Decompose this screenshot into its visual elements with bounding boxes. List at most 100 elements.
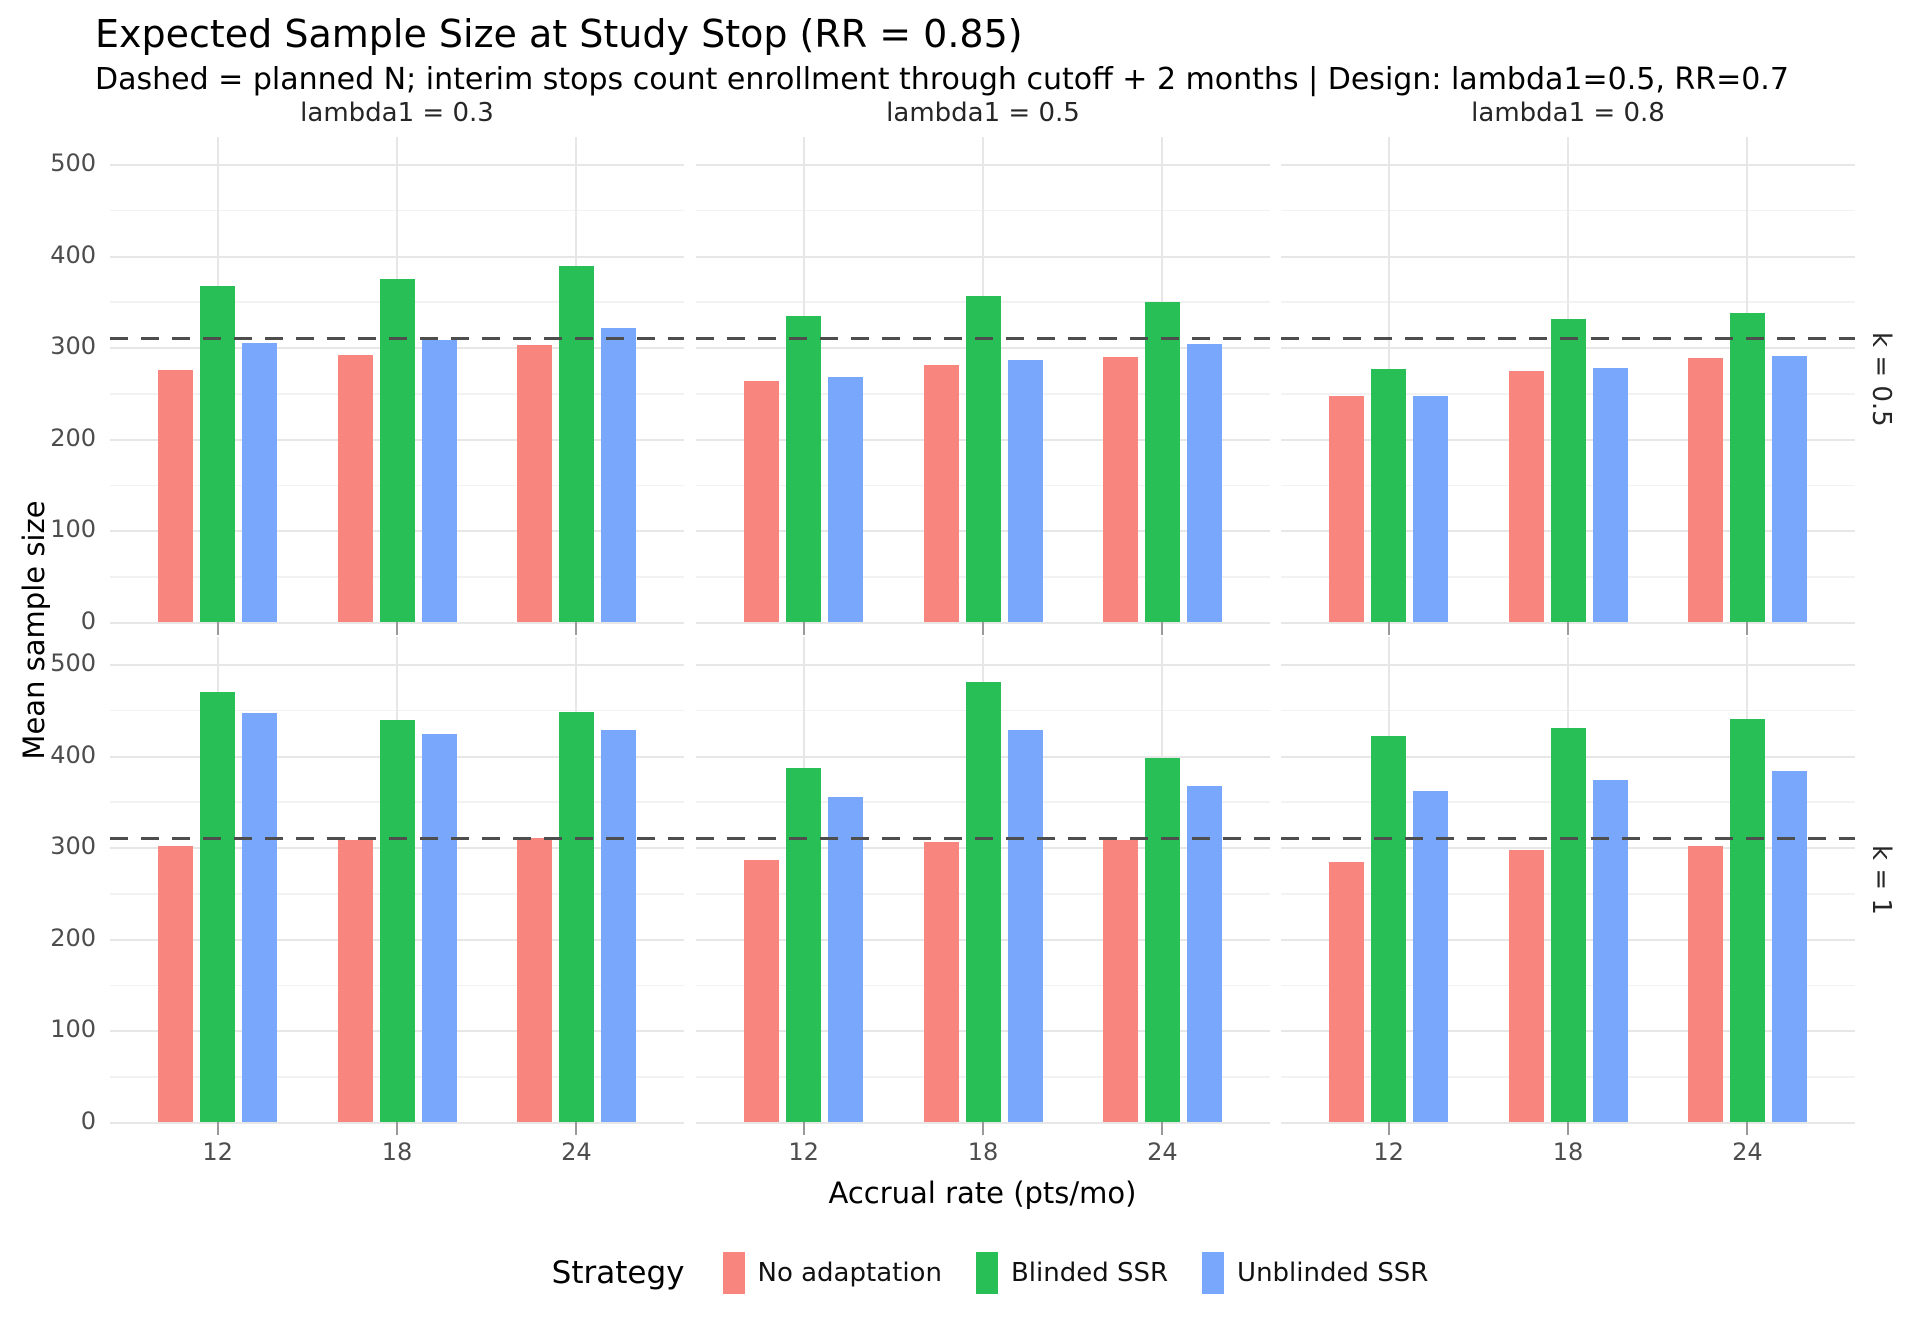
- y-tick-label: 400: [50, 240, 96, 269]
- legend-swatch-icon: [1202, 1252, 1225, 1294]
- bar-unblinded-ssr: [1592, 780, 1628, 1122]
- facet-col-label: lambda1 = 0.8: [1471, 98, 1665, 128]
- chart-subtitle: Dashed = planned N; interim stops count …: [95, 62, 1789, 97]
- x-tick-label: 18: [1552, 1138, 1584, 1166]
- bar-blinded-ssr: [786, 316, 822, 622]
- bar-no-adaptation: [1508, 371, 1544, 622]
- bar-unblinded-ssr: [242, 342, 278, 622]
- x-tick-mark: [216, 622, 219, 635]
- y-tick-label: 400: [50, 740, 96, 769]
- x-tick-mark: [982, 1122, 984, 1135]
- bar-blinded-ssr: [1550, 728, 1586, 1122]
- bar-no-adaptation: [1329, 861, 1365, 1122]
- bar-no-adaptation: [337, 355, 373, 622]
- bar-blinded-ssr: [200, 692, 236, 1122]
- x-tick-mark: [575, 622, 578, 635]
- y-tick-label: 300: [50, 332, 96, 361]
- bar-blinded-ssr: [1729, 718, 1765, 1122]
- planned-n-dashed-line: [110, 837, 684, 841]
- bar-unblinded-ssr: [1771, 771, 1807, 1122]
- x-tick-mark: [802, 622, 805, 635]
- x-tick-mark: [396, 622, 398, 635]
- x-tick-label: 18: [381, 1138, 413, 1166]
- bar-no-adaptation: [337, 839, 373, 1122]
- bar-unblinded-ssr: [1592, 368, 1628, 622]
- bar-unblinded-ssr: [1007, 729, 1043, 1122]
- bar-unblinded-ssr: [1007, 360, 1043, 622]
- facet-panel: [1281, 637, 1855, 1135]
- x-tick-mark: [1746, 622, 1749, 635]
- legend-label: Unblinded SSR: [1237, 1258, 1429, 1288]
- y-tick-label: 100: [50, 515, 96, 544]
- bar-blinded-ssr: [1371, 369, 1407, 622]
- x-tick-label: 18: [967, 1138, 999, 1166]
- x-tick-label: 12: [202, 1138, 233, 1166]
- x-tick-label: 24: [1732, 1138, 1763, 1166]
- bar-no-adaptation: [158, 846, 194, 1122]
- y-axis-title: Mean sample size: [17, 500, 51, 760]
- bar-blinded-ssr: [965, 682, 1001, 1122]
- bar-blinded-ssr: [1144, 758, 1180, 1122]
- facet-panel: [696, 137, 1270, 635]
- y-tick-label: 200: [50, 923, 96, 952]
- bar-unblinded-ssr: [1413, 791, 1449, 1122]
- y-tick-label: 200: [50, 423, 96, 452]
- bar-no-adaptation: [923, 364, 959, 622]
- legend-item: Unblinded SSR: [1202, 1252, 1428, 1294]
- bar-no-adaptation: [158, 370, 194, 622]
- bar-unblinded-ssr: [828, 376, 864, 622]
- x-tick-mark: [1387, 622, 1390, 635]
- bar-unblinded-ssr: [242, 713, 278, 1122]
- legend-label: Blinded SSR: [1010, 1258, 1169, 1288]
- legend-swatch-icon: [975, 1252, 998, 1294]
- y-tick-label: 0: [80, 607, 96, 635]
- bar-no-adaptation: [923, 841, 959, 1122]
- bar-unblinded-ssr: [600, 729, 636, 1122]
- bar-no-adaptation: [1329, 395, 1365, 622]
- x-tick-mark: [396, 1122, 398, 1135]
- y-tick-label: 500: [50, 649, 96, 677]
- bar-blinded-ssr: [558, 265, 594, 622]
- legend-item: No adaptation: [722, 1252, 942, 1294]
- x-tick-label: 12: [1373, 1138, 1404, 1166]
- x-tick-label: 12: [788, 1138, 819, 1166]
- bar-no-adaptation: [1102, 839, 1138, 1122]
- legend-swatch-icon: [722, 1252, 745, 1294]
- legend-item: Blinded SSR: [975, 1252, 1169, 1294]
- x-tick-mark: [1567, 622, 1569, 635]
- bar-blinded-ssr: [1371, 736, 1407, 1122]
- x-axis-title: Accrual rate (pts/mo): [828, 1176, 1137, 1210]
- x-tick-mark: [1161, 622, 1164, 635]
- x-tick-mark: [1387, 1122, 1390, 1135]
- planned-n-dashed-line: [1281, 837, 1855, 841]
- bar-no-adaptation: [516, 345, 552, 622]
- planned-n-dashed-line: [696, 337, 1270, 341]
- facet-col-label: lambda1 = 0.5: [886, 98, 1080, 128]
- bar-blinded-ssr: [1550, 318, 1586, 622]
- bar-unblinded-ssr: [600, 327, 636, 622]
- facet-row-label: k = 0.5: [1866, 332, 1896, 427]
- x-tick-mark: [802, 1122, 805, 1135]
- y-tick-label: 500: [50, 149, 96, 177]
- legend-title: Strategy: [551, 1255, 685, 1291]
- bar-blinded-ssr: [1729, 313, 1765, 622]
- bar-no-adaptation: [1102, 357, 1138, 622]
- bar-blinded-ssr: [200, 285, 236, 622]
- planned-n-dashed-line: [1281, 337, 1855, 341]
- legend-label: No adaptation: [757, 1258, 942, 1288]
- x-tick-mark: [1567, 1122, 1569, 1135]
- bar-no-adaptation: [744, 381, 780, 622]
- bar-no-adaptation: [1687, 846, 1723, 1122]
- facet-col-label: lambda1 = 0.3: [300, 98, 494, 128]
- bar-unblinded-ssr: [828, 796, 864, 1122]
- bar-blinded-ssr: [558, 711, 594, 1122]
- bar-unblinded-ssr: [421, 339, 457, 622]
- x-tick-mark: [1746, 1122, 1749, 1135]
- x-tick-label: 24: [561, 1138, 592, 1166]
- facet-panel: [1281, 137, 1855, 635]
- bar-blinded-ssr: [965, 295, 1001, 622]
- facet-panel: [696, 637, 1270, 1135]
- bar-no-adaptation: [1508, 849, 1544, 1122]
